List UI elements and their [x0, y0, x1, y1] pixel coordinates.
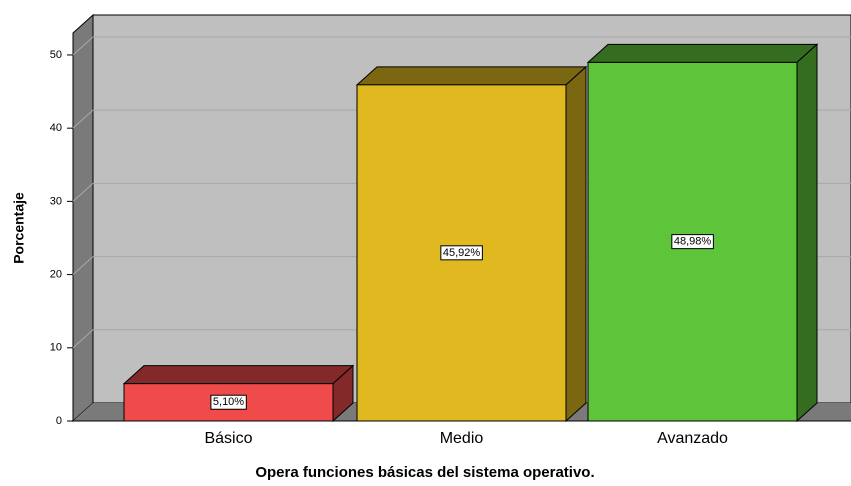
- bar-top: [586, 43, 819, 63]
- x-tick-label: Avanzado: [657, 430, 728, 447]
- y-tick-label: 20: [50, 268, 62, 280]
- grid-line: [72, 109, 94, 129]
- y-tick-label: 0: [56, 415, 62, 427]
- value-label-box: [440, 245, 483, 261]
- value-label: 5,10%: [213, 396, 244, 408]
- grid-line: [72, 183, 94, 202]
- grid-line: [72, 329, 94, 349]
- bar: [123, 383, 334, 422]
- value-label: 48,98%: [674, 236, 712, 248]
- y-tick-label: 30: [50, 195, 62, 207]
- x-tick-label: Básico: [204, 430, 252, 447]
- bar-side: [796, 43, 818, 423]
- y-tick-label: 50: [50, 49, 62, 61]
- y-axis-title: Porcentaje: [11, 192, 27, 264]
- x-tick-label: Medio: [440, 430, 484, 447]
- value-label: 45,92%: [443, 247, 481, 259]
- grid-line: [72, 36, 94, 56]
- bar-side: [565, 65, 587, 423]
- y-tick-label: 40: [50, 122, 62, 134]
- left-wall: [72, 13, 94, 423]
- bar-top: [355, 66, 588, 86]
- value-label-box: [671, 234, 714, 250]
- value-label-box: [210, 394, 247, 410]
- grid-line: [72, 256, 94, 275]
- x-axis-title: Opera funciones básicas del sistema oper…: [255, 464, 594, 481]
- y-tick-label: 10: [50, 342, 62, 354]
- bar-top: [122, 365, 355, 385]
